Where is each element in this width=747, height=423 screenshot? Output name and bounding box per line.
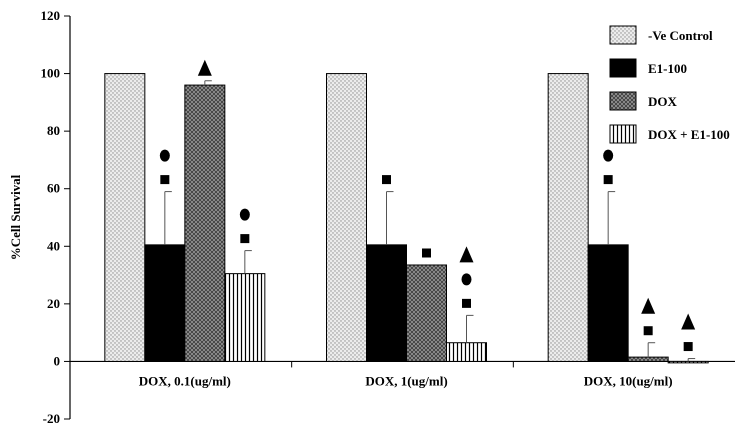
legend-label: E1-100: [648, 61, 687, 76]
annotation-markers-layer: [159, 59, 696, 352]
legend-label: -Ve Control: [648, 28, 713, 43]
y-tick-label: 80: [47, 123, 60, 138]
significance-square-marker: [382, 175, 391, 185]
significance-square-marker: [643, 326, 653, 336]
significance-square-marker: [462, 298, 471, 308]
y-tick-label: 120: [41, 8, 61, 23]
significance-circle-marker: [461, 273, 472, 286]
x-category-label: DOX, 0.1(ug/ml): [139, 373, 231, 388]
bar: [104, 73, 146, 362]
x-category-label: DOX, 1(ug/ml): [365, 373, 447, 388]
significance-triangle-marker: [641, 297, 656, 314]
bar: [184, 84, 226, 362]
y-tick-label: 0: [54, 353, 61, 368]
legend-swatch: [609, 25, 637, 45]
legend-label: DOX: [648, 94, 678, 109]
significance-square-marker: [603, 175, 613, 185]
bar: [224, 273, 266, 362]
y-tick-label: 40: [47, 238, 60, 253]
bar: [144, 244, 186, 362]
bar: [366, 244, 407, 362]
significance-circle-marker: [603, 149, 614, 162]
significance-triangle-marker: [681, 313, 696, 330]
axes-layer: -20 0 20 40 60 80 100 120 %Cell Survival DOX, 0.1…: [8, 8, 735, 423]
legend-swatch: [609, 124, 637, 144]
y-tick-label: 60: [47, 181, 60, 196]
x-category-label: DOX, 10(ug/ml): [584, 373, 673, 388]
y-tick-label: 100: [41, 66, 61, 81]
bar: [587, 244, 629, 362]
significance-triangle-marker: [197, 59, 212, 76]
y-axis-label: %Cell Survival: [8, 174, 23, 260]
legend: -Ve Control E1-100 DOX DOX + E1-100: [609, 25, 730, 144]
significance-square-marker: [240, 234, 250, 244]
significance-square-marker: [160, 175, 170, 185]
significance-circle-marker: [239, 208, 250, 221]
legend-swatch: [609, 58, 637, 78]
bar: [406, 264, 447, 362]
y-tick-label: 20: [47, 296, 60, 311]
legend-swatch: [609, 91, 637, 111]
significance-triangle-marker: [459, 246, 474, 263]
bar: [326, 73, 367, 362]
bar: [446, 342, 487, 362]
significance-circle-marker: [159, 149, 170, 162]
bar: [667, 360, 709, 364]
bar: [547, 73, 589, 362]
significance-square-marker: [422, 248, 431, 258]
bars-layer: [104, 73, 709, 364]
y-tick-label: -20: [43, 411, 60, 423]
significance-square-marker: [683, 342, 693, 352]
bar: [627, 356, 669, 362]
legend-label: DOX + E1-100: [648, 127, 730, 142]
